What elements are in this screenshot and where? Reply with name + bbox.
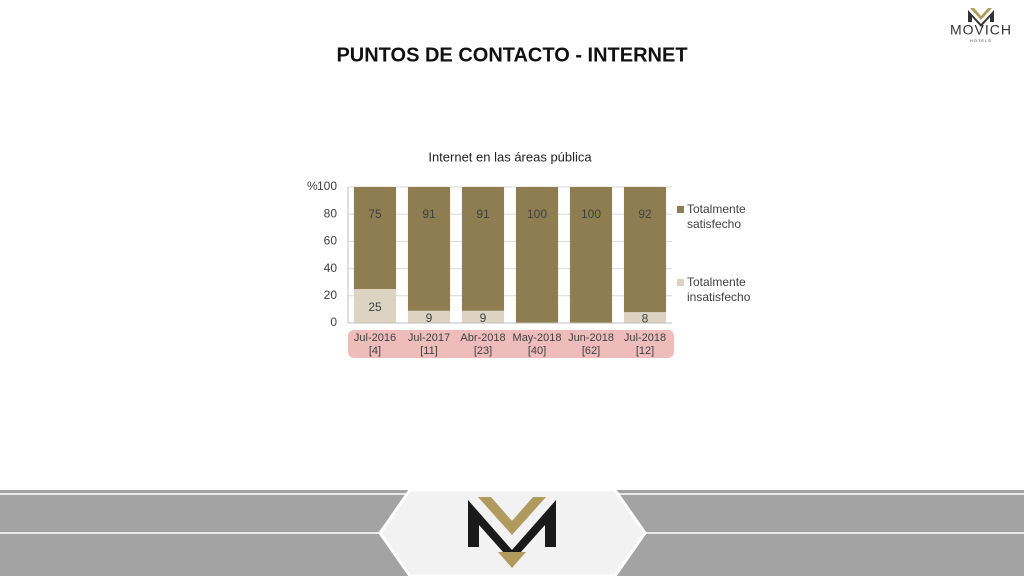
bar-segment — [353, 289, 397, 323]
x-tick-label: Jul-2016 — [354, 332, 396, 344]
bar-segment — [569, 187, 613, 323]
legend-label: Totalmente satisfecho — [687, 202, 746, 231]
data-label: 8 — [642, 312, 649, 326]
legend-swatch — [677, 206, 684, 213]
bar-segment — [353, 187, 397, 289]
data-label: 92 — [638, 207, 652, 221]
footer — [0, 488, 1024, 576]
bar-segment — [515, 187, 559, 323]
data-label: 91 — [422, 207, 436, 221]
data-label: 9 — [426, 311, 433, 325]
x-tick-count: [4] — [369, 345, 381, 357]
x-tick-label: Jul-2017 — [408, 332, 450, 344]
y-tick-label: 40 — [324, 261, 338, 275]
x-tick-count: [23] — [474, 345, 492, 357]
data-label: 25 — [368, 300, 382, 314]
category-box — [348, 330, 674, 358]
logo — [968, 8, 994, 27]
data-label: 9 — [480, 311, 487, 325]
x-tick-label: May-2018 — [513, 332, 562, 344]
y-tick-label: 20 — [324, 288, 338, 302]
y-tick-label: 80 — [324, 206, 338, 220]
bar-segment — [461, 310, 505, 323]
data-label: 100 — [527, 207, 547, 221]
x-tick-label: Abr-2018 — [460, 332, 505, 344]
bar-segment — [407, 187, 451, 311]
y-tick-label: 0 — [330, 315, 337, 329]
x-tick-count: [11] — [420, 345, 438, 357]
brand: MOVICH — [950, 22, 1012, 38]
chart-title: Internet en las áreas pública — [428, 149, 592, 164]
brand-sub: HOTELS — [970, 38, 992, 43]
x-tick-label: Jul-2018 — [624, 332, 666, 344]
y-tick-label: 60 — [324, 234, 338, 248]
data-label: 75 — [368, 207, 382, 221]
legend-label: Totalmente insatisfecho — [687, 275, 751, 304]
x-tick-count: [12] — [636, 345, 654, 357]
bar-segment — [623, 187, 667, 313]
y-axis-label: % — [307, 179, 318, 193]
bar-segment — [407, 310, 451, 323]
x-tick-label: Jun-2018 — [568, 332, 614, 344]
x-tick-count: [62] — [582, 345, 600, 357]
data-label: 91 — [476, 207, 490, 221]
bar-segment — [623, 312, 667, 323]
page-title: PUNTOS DE CONTACTO - INTERNET — [336, 44, 687, 66]
data-label: 100 — [581, 207, 601, 221]
y-tick-label: 100 — [317, 179, 337, 193]
legend-swatch — [677, 279, 684, 286]
x-tick-count: [40] — [528, 345, 546, 357]
bar-segment — [461, 187, 505, 311]
